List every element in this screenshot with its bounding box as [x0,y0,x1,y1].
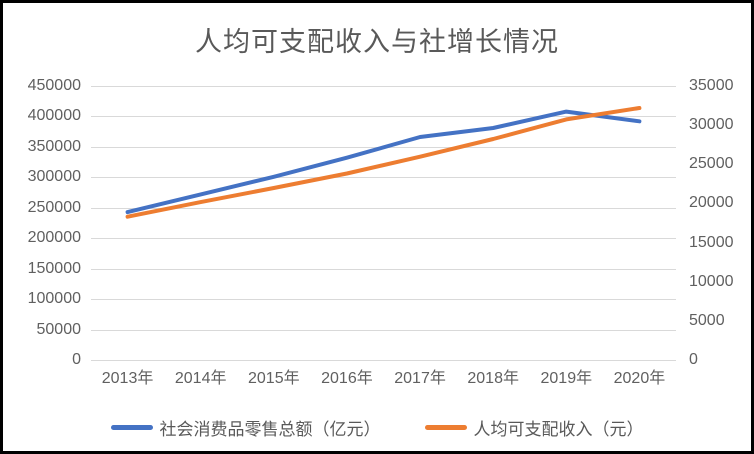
legend-label-retail-total: 社会消费品零售总额（亿元） [159,420,381,439]
y-axis-right-tick-label: 10000 [689,272,734,290]
series-line-1 [125,109,642,215]
legend: 社会消费品零售总额（亿元） 人均可支配收入（元） [3,415,751,440]
x-axis-tick-label: 2019年 [540,370,593,387]
y-axis-right-tick-label: 0 [689,351,698,368]
x-axis-tick-label: 2020年 [613,370,666,387]
y-axis-right-tick-label: 25000 [689,155,734,173]
y-axis-left-tick-label: 50000 [36,320,82,338]
y-axis-left-tick-label: 200000 [27,229,81,247]
y-axis-left-tick-label: 250000 [27,198,81,216]
x-axis-tick-label: 2014年 [174,370,227,387]
y-axis-right-tick-label: 30000 [689,116,734,134]
y-axis-right-tick-label: 35000 [689,77,734,94]
y-axis-left-tick-label: 450000 [27,77,81,94]
x-axis-tick-label: 2016年 [321,370,373,387]
y-axis-left-tick-label: 150000 [27,259,81,277]
y-axis-left-tick-label: 0 [72,351,81,368]
x-axis-tick-label: 2013年 [101,370,154,387]
plot-area [91,86,676,361]
legend-label-disposable-income: 人均可支配收入（元） [473,420,644,439]
y-axis-right-tick-label: 20000 [689,194,734,212]
y-axis-right-tick-label: 5000 [689,311,725,329]
y-axis-left-tick-label: 100000 [27,290,81,308]
y-axis-right-tick-label: 15000 [689,233,734,251]
y-axis-left-tick-label: 350000 [27,137,81,155]
series2-line-swatch [424,425,467,430]
series-line-2 [125,106,642,219]
series1-line-swatch [110,425,153,430]
y-axis-left-tick-label: 400000 [27,107,81,125]
legend-item-retail-total: 社会消费品零售总额（亿元） [110,415,381,440]
x-axis-tick-label: 2017年 [394,370,446,387]
legend-item-disposable-income: 人均可支配收入（元） [424,415,644,440]
chart-title: 人均可支配收入与社增长情况 [195,27,559,57]
x-axis-tick-label: 2015年 [248,370,300,387]
y-axis-left-tick-label: 300000 [27,168,81,186]
x-axis-tick-label: 2018年 [467,370,519,387]
